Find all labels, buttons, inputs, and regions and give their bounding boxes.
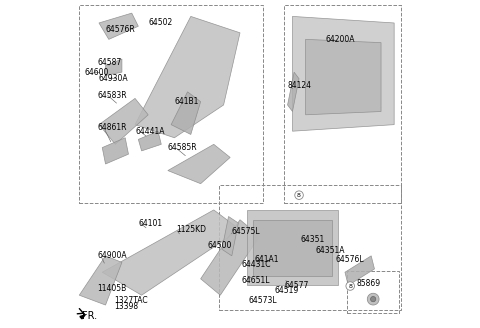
Polygon shape — [222, 216, 239, 256]
Text: 641A1: 641A1 — [255, 255, 279, 264]
Text: 84124: 84124 — [288, 81, 312, 90]
Text: 64502: 64502 — [148, 18, 172, 28]
Polygon shape — [99, 98, 148, 144]
Text: 1327TAC: 1327TAC — [114, 296, 147, 305]
Text: 64861R: 64861R — [97, 123, 127, 133]
Polygon shape — [102, 210, 240, 295]
Text: 64101: 64101 — [138, 218, 162, 228]
Bar — [219, 185, 401, 310]
Circle shape — [371, 297, 376, 302]
Text: 13398: 13398 — [114, 302, 138, 311]
Polygon shape — [201, 220, 260, 295]
Polygon shape — [171, 92, 201, 134]
Polygon shape — [80, 315, 85, 319]
Text: 64900A: 64900A — [97, 251, 127, 260]
Text: 11405B: 11405B — [97, 284, 127, 293]
Text: 64431C: 64431C — [241, 259, 271, 269]
Text: 64351: 64351 — [300, 235, 325, 244]
Text: 64600: 64600 — [84, 68, 108, 77]
Polygon shape — [253, 220, 332, 276]
Text: 8: 8 — [348, 283, 352, 289]
Text: 64500: 64500 — [207, 241, 231, 251]
Text: FR.: FR. — [82, 311, 97, 320]
Text: 8: 8 — [297, 193, 301, 198]
Polygon shape — [247, 210, 338, 285]
Polygon shape — [138, 131, 161, 151]
Text: 641B1: 641B1 — [174, 97, 199, 106]
Text: 64441A: 64441A — [135, 127, 165, 136]
Polygon shape — [292, 16, 394, 131]
Text: 64576L: 64576L — [335, 255, 364, 264]
Bar — [347, 271, 399, 313]
Bar — [79, 5, 263, 203]
Polygon shape — [345, 256, 374, 285]
Text: 64351A: 64351A — [315, 246, 345, 256]
Polygon shape — [99, 13, 138, 39]
Polygon shape — [106, 59, 122, 75]
Text: 64576R: 64576R — [106, 25, 135, 34]
Polygon shape — [135, 16, 240, 138]
Polygon shape — [79, 256, 122, 305]
Text: 64651L: 64651L — [241, 276, 270, 285]
Text: 64583R: 64583R — [97, 91, 127, 100]
Bar — [284, 5, 401, 203]
Text: 64200A: 64200A — [325, 35, 355, 44]
Circle shape — [346, 282, 354, 290]
Circle shape — [295, 191, 303, 199]
Text: 64575L: 64575L — [232, 227, 261, 236]
Polygon shape — [288, 72, 299, 112]
Polygon shape — [306, 39, 381, 115]
Text: 64519: 64519 — [275, 286, 299, 295]
Circle shape — [367, 293, 379, 305]
Text: 64585R: 64585R — [168, 143, 197, 152]
Polygon shape — [102, 138, 129, 164]
Text: 64587: 64587 — [97, 58, 121, 67]
Text: 85869: 85869 — [357, 279, 381, 288]
Text: 1125KD: 1125KD — [176, 225, 206, 234]
Polygon shape — [168, 144, 230, 184]
Text: 64930A: 64930A — [98, 74, 128, 83]
Text: 64573L: 64573L — [248, 296, 277, 305]
Text: 64577: 64577 — [284, 281, 309, 290]
